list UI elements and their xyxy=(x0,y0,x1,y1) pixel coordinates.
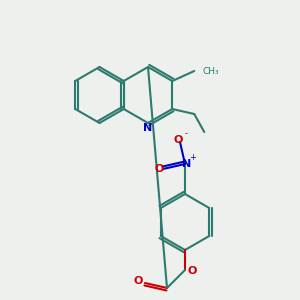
Text: -: - xyxy=(184,130,188,139)
Text: +: + xyxy=(190,154,196,163)
Text: O: O xyxy=(154,164,164,174)
Text: CH₃: CH₃ xyxy=(202,67,219,76)
Text: N: N xyxy=(143,123,153,133)
Text: N: N xyxy=(182,159,192,169)
Text: O: O xyxy=(173,135,183,145)
Text: O: O xyxy=(187,266,197,276)
Text: O: O xyxy=(133,276,143,286)
